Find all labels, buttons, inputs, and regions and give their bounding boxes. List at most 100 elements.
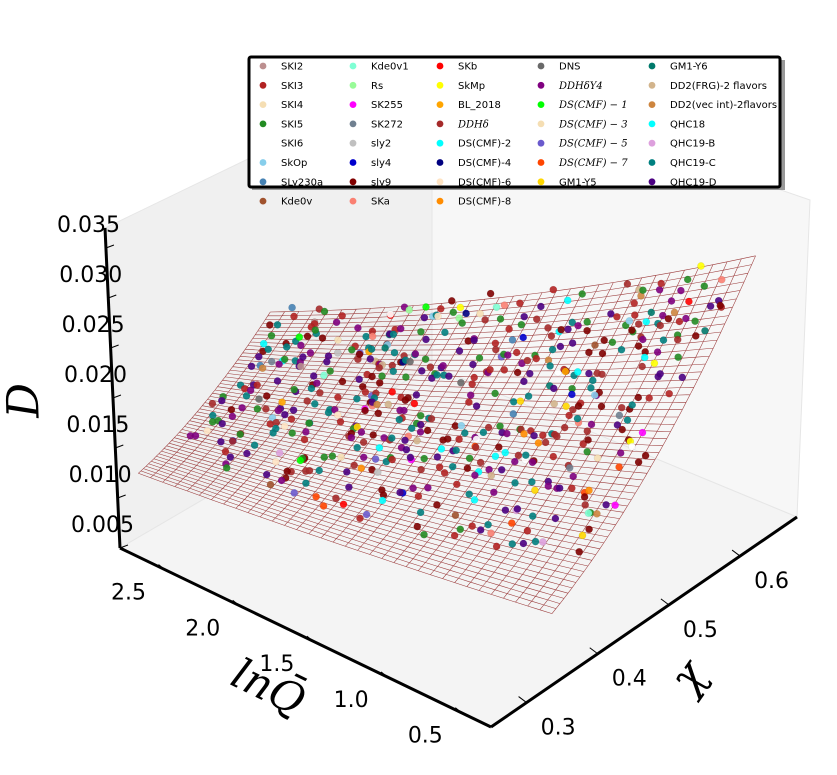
scatter-point (466, 391, 475, 400)
scatter-point (433, 371, 441, 379)
scatter-point (342, 468, 351, 476)
x-tick-mark (518, 696, 527, 703)
scatter-point (456, 303, 465, 312)
y-tick-mark (380, 671, 388, 678)
scatter-point (368, 372, 376, 381)
scatter-point (692, 332, 700, 340)
scatter-point (496, 422, 504, 431)
legend-label: DS(CMF) − 5 (558, 139, 628, 150)
legend-marker (259, 197, 267, 205)
scatter-point (303, 397, 312, 405)
scatter-point (378, 372, 386, 380)
scatter-point (319, 502, 328, 510)
scatter-point (312, 492, 320, 501)
scatter-point (228, 437, 237, 446)
scatter-point (598, 349, 607, 358)
scatter-point (597, 402, 606, 411)
scatter-point (208, 411, 217, 420)
y-tick-mark (454, 707, 462, 714)
x-axis-label: χ (658, 649, 718, 704)
scatter-point (275, 449, 284, 457)
legend-marker (648, 139, 656, 147)
scatter-point (549, 285, 558, 294)
scatter-point (534, 439, 543, 447)
scatter-point (492, 542, 501, 551)
scatter-point (528, 458, 537, 467)
legend-marker (349, 159, 357, 166)
scatter-point (583, 318, 592, 326)
scatter-point (593, 509, 601, 518)
scatter-point (271, 458, 280, 466)
scatter-point (634, 320, 643, 328)
legend-marker (648, 81, 656, 89)
legend-label: SKI6 (281, 139, 303, 150)
scatter-point (436, 304, 445, 313)
scatter-point (378, 496, 387, 505)
scatter-point (420, 313, 429, 322)
scatter-point (578, 531, 587, 540)
scatter-point (579, 440, 588, 448)
scatter-point (656, 369, 665, 378)
z-tick-mark (112, 394, 122, 399)
scatter-point (555, 484, 564, 492)
scatter-point (395, 415, 404, 424)
scatter-point (386, 310, 395, 319)
scatter-point (615, 411, 624, 420)
scatter-point (487, 529, 495, 538)
scatter-point (320, 307, 329, 316)
legend-marker (648, 159, 656, 166)
scatter-point (273, 377, 282, 385)
scatter-point (549, 452, 558, 461)
scatter-point (275, 360, 283, 369)
scatter-point (302, 479, 310, 488)
scatter-point (439, 361, 447, 370)
scatter-point (583, 326, 591, 335)
scatter-point (388, 455, 397, 464)
scatter-point (598, 370, 606, 379)
legend-label: DDHδY4 (558, 81, 603, 92)
scatter-point (389, 367, 398, 376)
scatter-point (631, 311, 639, 319)
legend-label: QHC19-B (670, 139, 715, 150)
legend-marker (648, 120, 656, 128)
scatter-point (664, 314, 673, 323)
scatter-point (470, 496, 479, 504)
scatter-point (615, 463, 623, 471)
scatter-point (625, 317, 634, 325)
scatter-point (401, 436, 409, 445)
scatter-point (634, 342, 643, 350)
legend-label: QHC19-D (670, 177, 717, 188)
legend-label: SLy230a (281, 177, 323, 188)
scatter-point (315, 466, 324, 475)
scatter-point (489, 488, 498, 497)
scatter-point (587, 420, 596, 429)
scatter-point (357, 428, 366, 437)
x-tick-label: 0.6 (754, 569, 789, 594)
scatter-point (532, 354, 541, 363)
scatter-point (296, 362, 305, 371)
scatter-point (367, 345, 376, 353)
scatter-point (353, 394, 361, 403)
scatter-point (628, 326, 636, 335)
scatter-point (650, 359, 659, 368)
scatter-point (491, 452, 500, 461)
scatter-point (642, 317, 651, 326)
scatter-point (634, 393, 643, 402)
y-axis-label: lnQ̄ (224, 647, 314, 725)
z-tick-label: 0.025 (62, 313, 125, 338)
scatter-point (288, 429, 297, 437)
scatter-point (448, 462, 457, 471)
legend-marker (537, 178, 545, 186)
scatter-point (511, 479, 519, 487)
scatter-point (520, 377, 528, 386)
scatter-point (602, 500, 610, 509)
legend-label: DD2(FRG)-2 flavors (670, 81, 767, 92)
scatter-point (282, 343, 291, 351)
scatter-point (516, 299, 524, 308)
scatter-point (350, 461, 359, 470)
legend-marker (349, 81, 357, 89)
scatter-point (345, 483, 353, 492)
scatter-point (339, 500, 348, 509)
y-tick-label: 2.0 (185, 616, 220, 641)
scatter-point (311, 326, 320, 334)
